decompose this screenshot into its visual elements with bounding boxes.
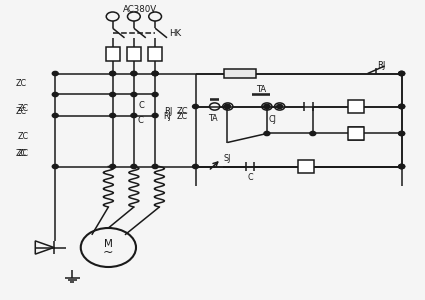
Text: C: C — [139, 101, 145, 110]
Circle shape — [131, 113, 137, 118]
Bar — [127, 47, 141, 61]
Circle shape — [131, 71, 137, 76]
Bar — [348, 127, 364, 140]
Circle shape — [52, 92, 58, 97]
Circle shape — [310, 131, 316, 136]
Text: RJ: RJ — [164, 112, 171, 121]
Circle shape — [399, 71, 405, 76]
Text: ZC: ZC — [18, 104, 29, 113]
Circle shape — [399, 104, 405, 109]
Text: TA: TA — [208, 114, 218, 123]
Circle shape — [399, 104, 405, 109]
Text: ZC: ZC — [16, 148, 27, 158]
Circle shape — [152, 113, 158, 118]
Bar — [348, 100, 364, 113]
Circle shape — [110, 164, 116, 169]
Circle shape — [152, 164, 158, 169]
Text: ✓: ✓ — [353, 130, 359, 136]
Circle shape — [399, 164, 405, 169]
Text: SJ: SJ — [224, 154, 231, 163]
Bar — [148, 47, 162, 61]
Circle shape — [399, 164, 405, 169]
Circle shape — [399, 104, 405, 109]
Bar — [105, 47, 120, 61]
Circle shape — [399, 71, 405, 76]
Circle shape — [264, 104, 270, 109]
Text: ZC: ZC — [176, 112, 187, 121]
Circle shape — [52, 71, 58, 76]
Circle shape — [264, 104, 270, 109]
Circle shape — [110, 71, 116, 76]
Text: 2RO: 2RO — [232, 69, 249, 78]
Circle shape — [399, 131, 405, 136]
Text: RJ: RJ — [164, 107, 173, 116]
Circle shape — [264, 131, 270, 136]
Circle shape — [399, 164, 405, 169]
Bar — [298, 160, 314, 173]
Bar — [224, 69, 256, 78]
Circle shape — [224, 104, 230, 109]
Circle shape — [152, 71, 158, 76]
Text: C: C — [137, 116, 143, 125]
Circle shape — [152, 71, 158, 76]
Circle shape — [152, 71, 158, 76]
Circle shape — [193, 104, 198, 109]
Text: RJ: RJ — [377, 61, 386, 70]
Circle shape — [110, 71, 116, 76]
Text: ZC: ZC — [16, 106, 27, 116]
Text: ZC: ZC — [177, 107, 189, 116]
Circle shape — [52, 113, 58, 118]
Circle shape — [152, 92, 158, 97]
Text: AC380V: AC380V — [123, 5, 157, 14]
Circle shape — [399, 131, 405, 136]
Text: ZC: ZC — [18, 148, 29, 158]
Text: C: C — [247, 173, 253, 182]
Circle shape — [110, 92, 116, 97]
Text: ~: ~ — [103, 246, 113, 259]
Text: TA: TA — [256, 85, 266, 94]
Circle shape — [110, 113, 116, 118]
Circle shape — [399, 71, 405, 76]
Circle shape — [224, 104, 230, 109]
Circle shape — [131, 164, 137, 169]
Text: CJ: CJ — [269, 116, 276, 124]
Text: ZC: ZC — [16, 80, 27, 88]
Text: ZC: ZC — [18, 132, 29, 141]
Text: HK: HK — [169, 29, 181, 38]
Circle shape — [52, 164, 58, 169]
Text: M: M — [104, 239, 113, 249]
Circle shape — [277, 104, 283, 109]
Circle shape — [131, 71, 137, 76]
Circle shape — [131, 92, 137, 97]
Circle shape — [193, 164, 198, 169]
Text: C: C — [353, 102, 359, 111]
